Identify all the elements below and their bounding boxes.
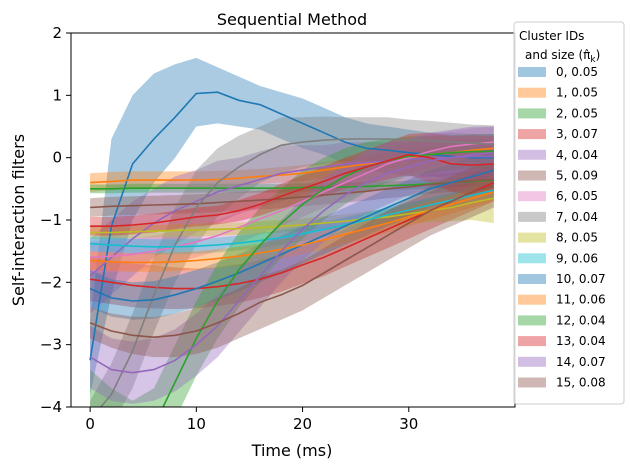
band-cluster-5 — [90, 170, 494, 217]
legend-entry: 3, 0.07 — [556, 127, 598, 141]
legend-swatch — [518, 253, 546, 264]
legend-entry: 11, 0.06 — [556, 293, 606, 307]
band-cluster-15 — [90, 163, 494, 358]
band-cluster-12 — [90, 134, 494, 407]
y-tick-label: −4 — [40, 398, 62, 416]
legend-swatch — [518, 149, 546, 160]
legend-entry: 14, 0.07 — [556, 355, 606, 369]
y-tick-label: 1 — [52, 86, 62, 104]
line-cluster-6 — [90, 141, 494, 259]
legend-entry: 10, 0.07 — [556, 272, 606, 286]
legend-entry: 15, 0.08 — [556, 376, 606, 390]
x-tick-label: 30 — [399, 415, 418, 433]
legend-title-line2: and size (π̂k) — [525, 48, 600, 65]
line-cluster-2 — [90, 179, 494, 190]
band-cluster-3 — [90, 163, 494, 310]
y-tick-label: 0 — [52, 149, 62, 167]
legend-swatch — [518, 274, 546, 284]
legend-swatch — [518, 232, 546, 243]
line-cluster-13 — [90, 153, 494, 227]
legend: Cluster IDs and size (π̂k) 0, 0.05 1, 0.0… — [513, 21, 625, 405]
legend-swatch — [518, 294, 546, 305]
line-cluster-10 — [89, 169, 495, 302]
legend-entry: 5, 0.09 — [556, 169, 598, 183]
legend-swatch — [518, 87, 546, 98]
legend-swatch — [518, 336, 546, 347]
line-cluster-4 — [89, 155, 494, 277]
band-cluster-14 — [90, 126, 494, 404]
legend-swatch — [518, 170, 546, 181]
line-cluster-5 — [90, 178, 494, 209]
legend-entry: 12, 0.04 — [556, 313, 606, 327]
chart-title: Sequential Method — [217, 10, 367, 29]
band-cluster-1 — [90, 140, 494, 192]
x-axis-label: Time (ms) — [251, 441, 333, 460]
legend-entry: 8, 0.05 — [556, 231, 598, 245]
line-cluster-7 — [99, 138, 494, 407]
x-tick-label: 10 — [187, 415, 206, 433]
line-cluster-14 — [89, 151, 494, 374]
legend-swatch — [518, 315, 546, 326]
y-tick-label: 2 — [52, 24, 62, 42]
legend-box — [513, 21, 625, 405]
legend-swatch — [518, 356, 546, 367]
legend-entry: 2, 0.05 — [556, 106, 598, 120]
legend-entry: 0, 0.05 — [556, 65, 598, 79]
legend-entry: 4, 0.04 — [556, 148, 598, 162]
legend-entry: 13, 0.04 — [556, 334, 606, 348]
x-axis: 0 10 20 30 — [85, 407, 418, 433]
x-tick-label: 0 — [85, 415, 95, 433]
legend-entry: 6, 0.05 — [556, 189, 598, 203]
legend-swatch — [518, 108, 546, 119]
band-cluster-0 — [90, 57, 494, 395]
legend-entry: 9, 0.06 — [556, 251, 598, 265]
legend-swatch — [518, 67, 546, 77]
x-tick-label: 20 — [293, 415, 312, 433]
legend-swatch — [518, 129, 546, 140]
y-tick-label: −1 — [40, 211, 62, 229]
line-cluster-9 — [90, 189, 494, 248]
series-lines — [89, 91, 495, 407]
legend-entry: 1, 0.05 — [556, 86, 598, 100]
band-cluster-4 — [90, 139, 494, 314]
legend-title-line1: Cluster IDs — [519, 29, 584, 43]
band-cluster-7 — [90, 116, 494, 407]
y-tick-label: −3 — [40, 336, 62, 354]
legend-entry: 7, 0.04 — [556, 210, 598, 224]
line-cluster-15 — [89, 184, 495, 339]
line-cluster-12 — [162, 150, 494, 407]
y-tick-label: −2 — [40, 273, 62, 291]
legend-swatch — [518, 211, 546, 222]
legend-swatch — [518, 191, 546, 202]
legend-items: 0, 0.05 1, 0.05 2, 0.05 3, 0.07 4, 0.04 5, 0.… — [518, 65, 606, 390]
legend-swatch — [518, 377, 546, 388]
y-axis: −4 −3 −2 −1 0 1 2 — [40, 24, 71, 416]
y-axis-label: Self-interaction filters — [9, 134, 28, 306]
line-cluster-11 — [90, 191, 495, 264]
